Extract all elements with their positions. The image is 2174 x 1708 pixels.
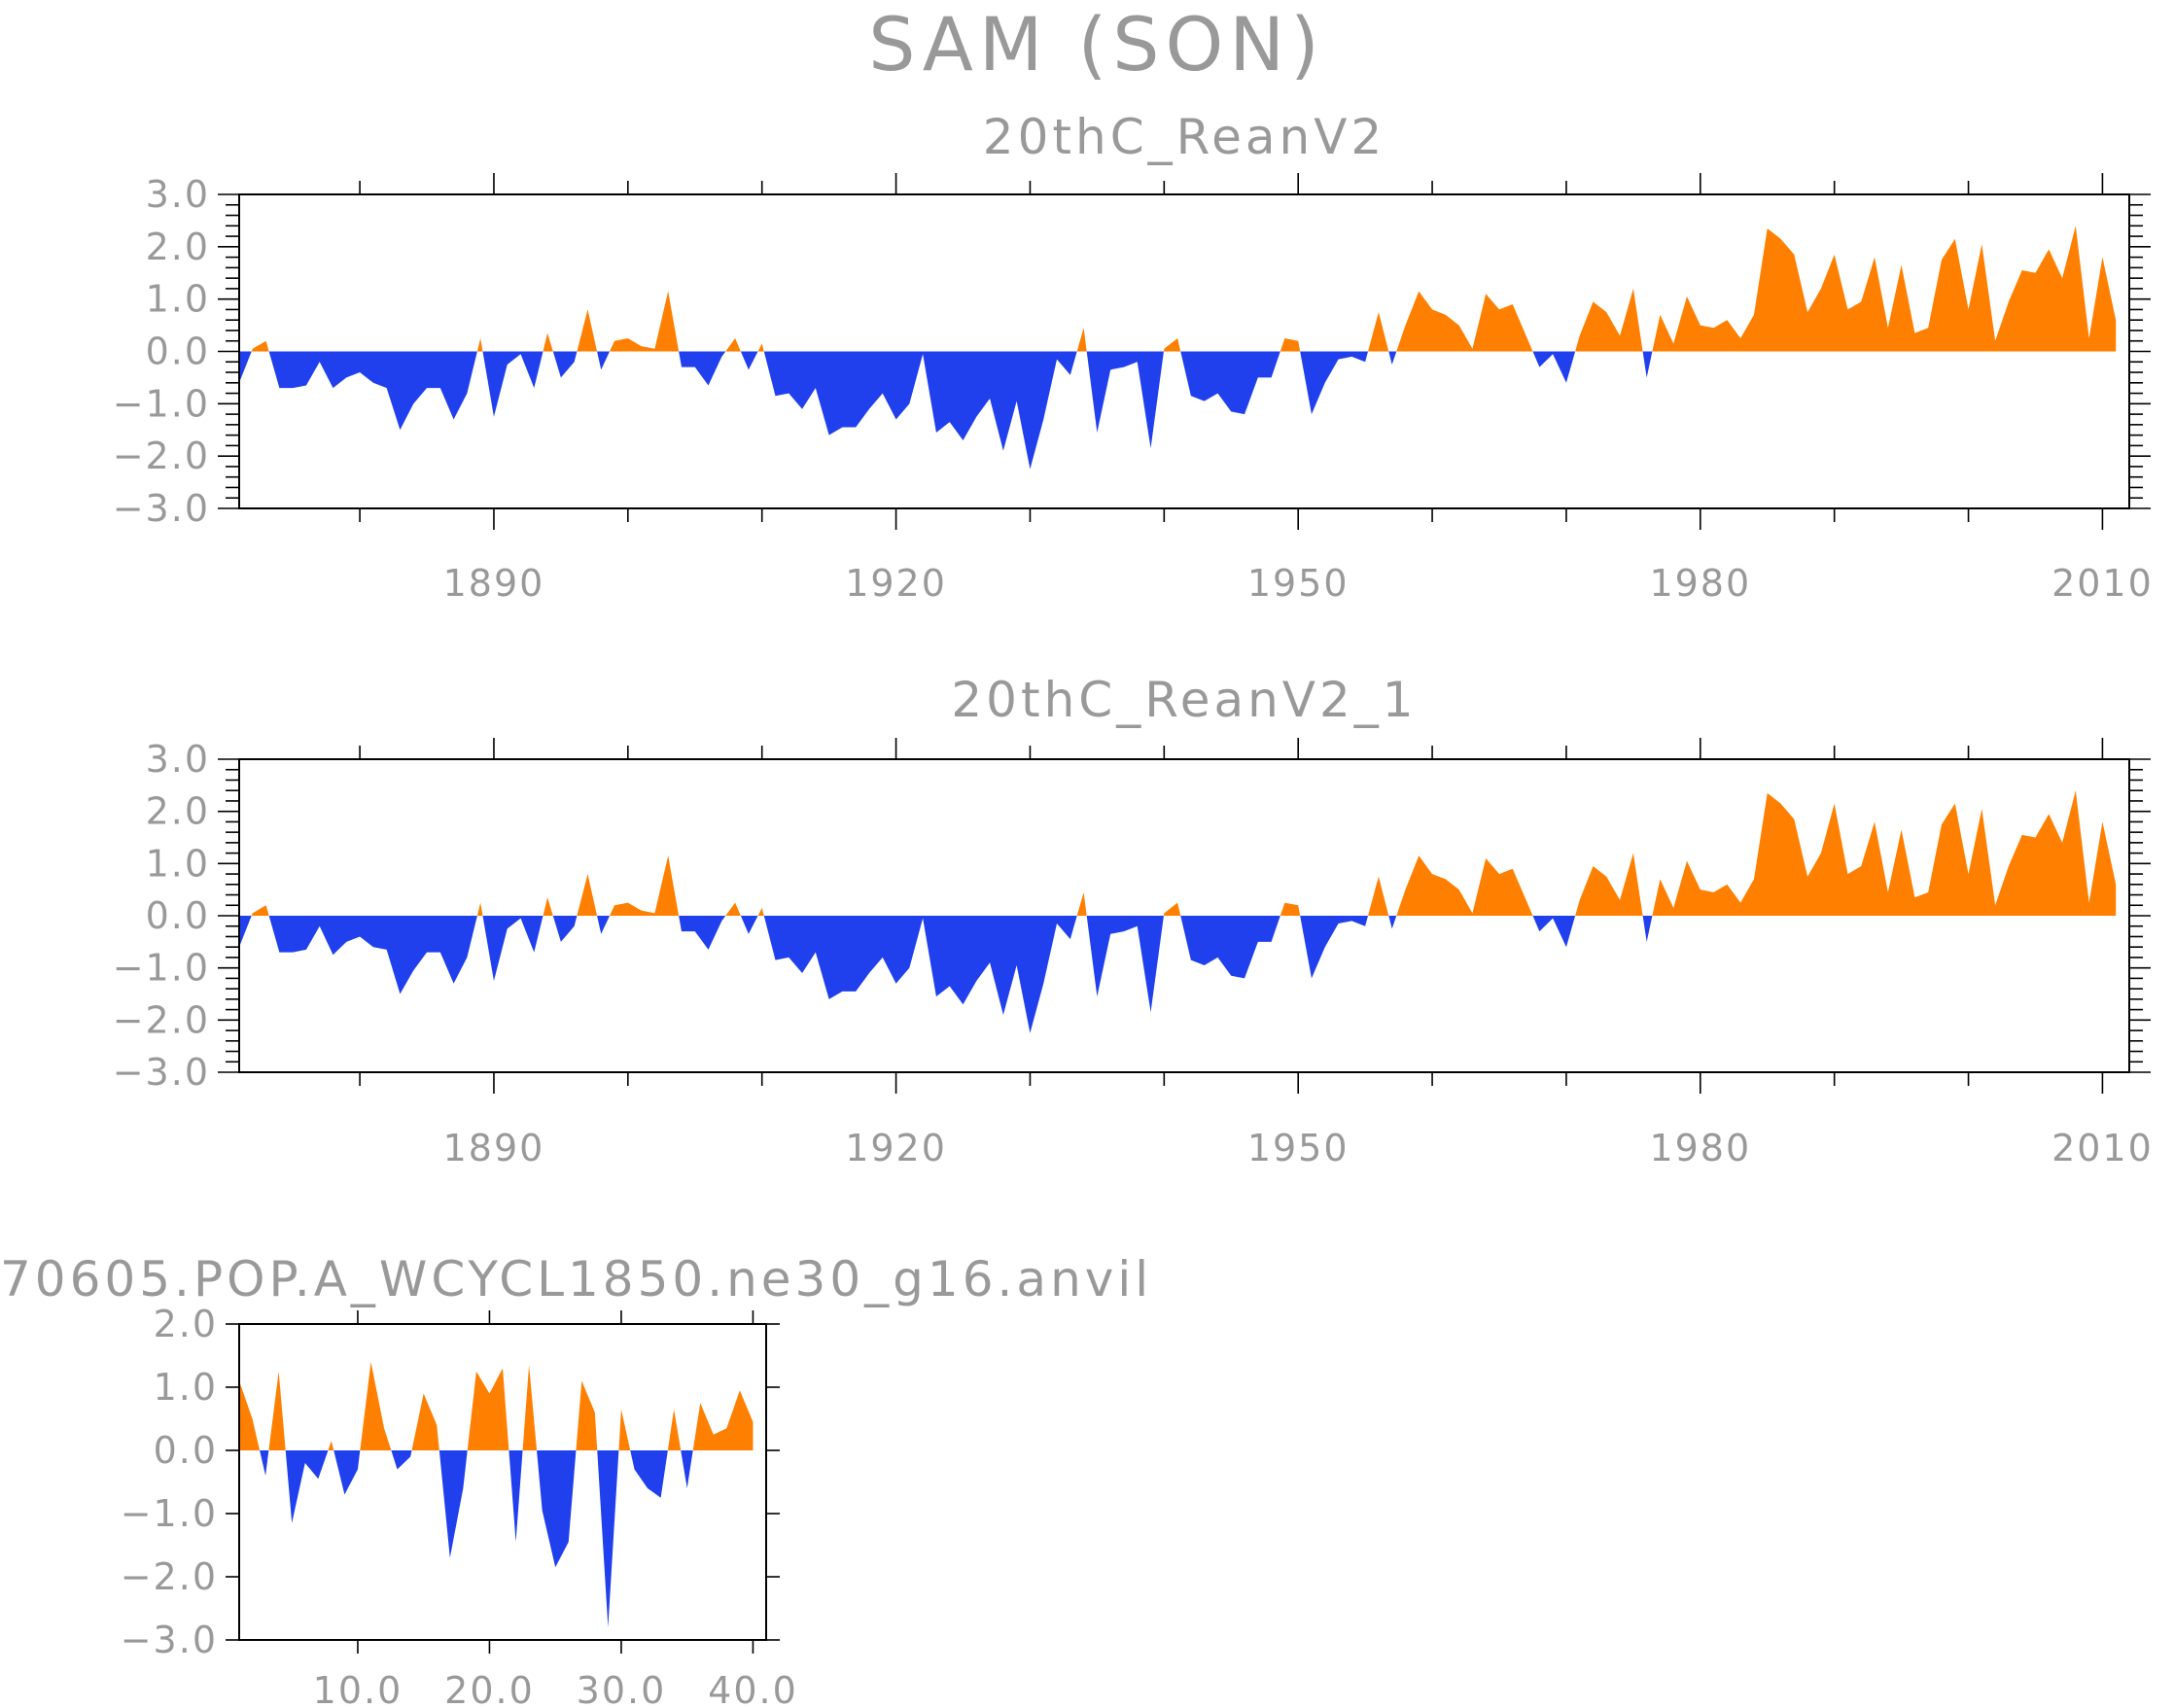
x-tick-label: 1980 — [1649, 562, 1751, 605]
y-tick-label: 1.0 — [146, 842, 210, 885]
y-tick-label: −3.0 — [121, 1619, 218, 1661]
positive-anomaly-area — [239, 1362, 754, 1450]
chart-panel-2: 20thC_ReanV2_1 −3.0 −2.0 −1.0 0.0 1.0 2.0 3.0 18… — [113, 672, 2154, 1169]
y-tick-label: 1.0 — [154, 1366, 218, 1409]
y-tick-label: 0.0 — [146, 894, 210, 937]
x-tick-label: 30.0 — [577, 1669, 667, 1708]
y-tick-label: −3.0 — [113, 487, 210, 530]
chart-panel-1: 20thC_ReanV2 −3.0 −2.0 −1.0 0.0 1.0 2.0 3.0 1890… — [113, 109, 2154, 605]
x-tick-label: 2010 — [2051, 1127, 2154, 1169]
y-tick-label: −2.0 — [113, 435, 210, 477]
y-tick-label: −1.0 — [113, 947, 210, 990]
y-tick-label: −1.0 — [121, 1492, 218, 1535]
y-tick-label: −2.0 — [113, 998, 210, 1041]
x-tick-label: 20.0 — [444, 1669, 535, 1708]
panel-title: 20thC_ReanV2 — [983, 109, 1385, 165]
y-tick-label: −1.0 — [113, 382, 210, 425]
x-tick-label: 1890 — [443, 1127, 545, 1169]
y-tick-label: 2.0 — [146, 226, 210, 268]
x-tick-label: 1920 — [845, 562, 947, 605]
y-tick-label: 3.0 — [146, 173, 210, 216]
y-tick-label: 3.0 — [146, 738, 210, 781]
panel-title: 70605.POP.A_WCYCL1850.ne30_g16.anvil — [0, 1251, 1152, 1307]
x-tick-label: 40.0 — [708, 1669, 798, 1708]
y-tick-label: 2.0 — [154, 1303, 218, 1345]
figure-title: SAM (SON) — [868, 1, 1325, 87]
y-tick-label: 1.0 — [146, 278, 210, 321]
y-tick-label: 2.0 — [146, 790, 210, 833]
x-tick-label: 2010 — [2051, 562, 2154, 605]
negative-anomaly-area — [239, 351, 2117, 470]
x-tick-label: 10.0 — [313, 1669, 403, 1708]
x-tick-label: 1890 — [443, 562, 545, 605]
positive-anomaly-area — [239, 790, 2117, 916]
negative-anomaly-area — [239, 916, 2117, 1033]
x-tick-label: 1950 — [1247, 1127, 1350, 1169]
y-tick-label: −3.0 — [113, 1051, 210, 1094]
plot-frame — [238, 1323, 767, 1641]
panel-title: 20thC_ReanV2_1 — [951, 672, 1417, 728]
x-tick-label: 1980 — [1649, 1127, 1751, 1169]
chart-panel-3: 70605.POP.A_WCYCL1850.ne30_g16.anvil −3.0… — [0, 1251, 1152, 1708]
y-tick-label: 0.0 — [154, 1429, 218, 1472]
x-tick-label: 1920 — [845, 1127, 947, 1169]
negative-anomaly-area — [239, 1450, 754, 1627]
x-tick-label: 1950 — [1247, 562, 1350, 605]
y-tick-label: 0.0 — [146, 331, 210, 373]
positive-anomaly-area — [239, 226, 2117, 352]
y-tick-label: −2.0 — [121, 1555, 218, 1598]
